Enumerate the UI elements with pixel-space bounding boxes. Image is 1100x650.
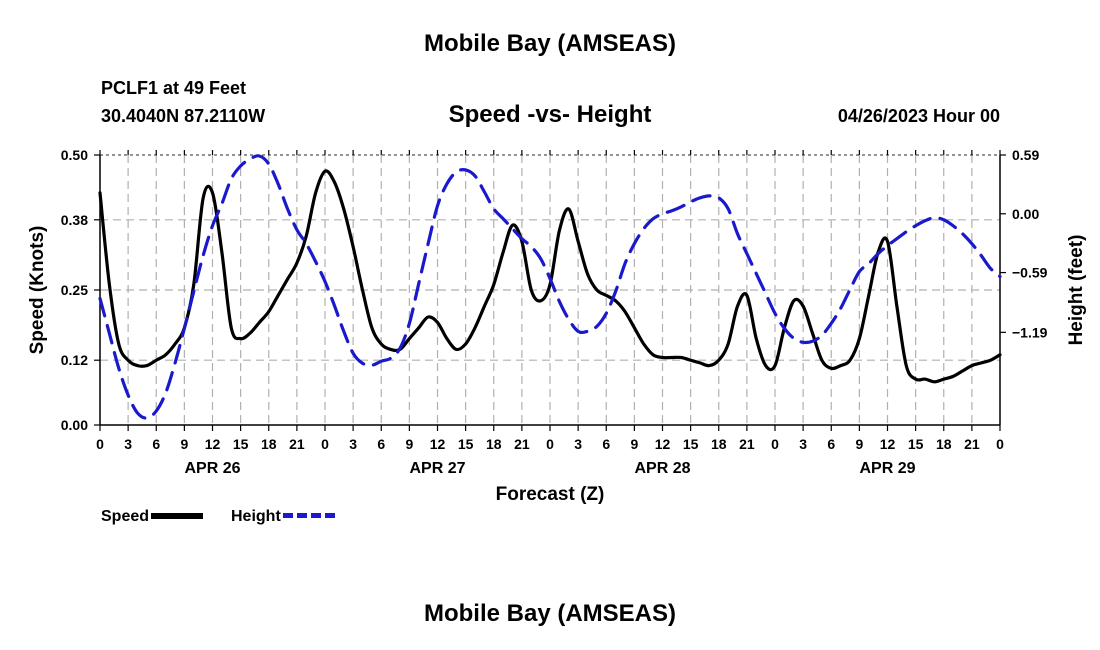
legend-height-label: Height <box>231 508 281 525</box>
x-tick-label: 12 <box>430 436 446 452</box>
x-tick-label: 15 <box>908 436 924 452</box>
x-tick-label: 15 <box>233 436 249 452</box>
footer-title: Mobile Bay (AMSEAS) <box>423 600 677 627</box>
x-tick-label: 6 <box>827 436 835 452</box>
x-tick-label: 12 <box>880 436 896 452</box>
y2-tick-label: 0.00 <box>1012 206 1039 222</box>
y2-axis-title: Height (feet) <box>1066 235 1087 346</box>
x-tick-label: 15 <box>458 436 474 452</box>
station-label: PCLF1 at 49 Feet <box>101 78 247 98</box>
x-tick-label: 0 <box>321 436 329 452</box>
x-tick-label: 12 <box>655 436 671 452</box>
x-tick-label: 18 <box>711 436 727 452</box>
x-tick-label: 21 <box>514 436 530 452</box>
x-tick-label: 18 <box>936 436 952 452</box>
x-tick-label: 21 <box>289 436 305 452</box>
x-tick-label: 6 <box>152 436 160 452</box>
x-tick-label: 3 <box>574 436 582 452</box>
x-tick-label: 21 <box>739 436 755 452</box>
height-series-line <box>98 154 1002 420</box>
y2-tick-label: −0.59 <box>1012 265 1048 281</box>
x-tick-label: 6 <box>602 436 610 452</box>
legend-speed-swatch <box>151 512 204 519</box>
x-tick-label: 3 <box>349 436 357 452</box>
main-title: Mobile Bay (AMSEAS) <box>423 30 677 57</box>
day-label: APR 27 <box>409 460 465 477</box>
y2-tick-label: −1.19 <box>1012 324 1048 340</box>
x-tick-label: 0 <box>546 436 554 452</box>
y2-tick-label: 0.59 <box>1012 147 1039 163</box>
y-tick-label: 0.50 <box>61 147 88 163</box>
y-tick-label: 0.25 <box>61 282 88 298</box>
legend-item-speed: Speed <box>101 508 204 526</box>
x-tick-label: 15 <box>683 436 699 452</box>
x-tick-label: 0 <box>771 436 779 452</box>
x-tick-label: 18 <box>261 436 277 452</box>
day-label: APR 26 <box>184 460 240 477</box>
y-axis-title: Speed (Knots) <box>27 226 48 355</box>
day-label: APR 28 <box>634 460 690 477</box>
speed-series-line <box>98 169 1002 384</box>
x-tick-label: 0 <box>96 436 104 452</box>
x-tick-label: 6 <box>377 436 385 452</box>
chart-subtitle: Speed -vs- Height <box>448 101 652 128</box>
y-tick-label: 0.12 <box>61 352 88 368</box>
forecast-date-label: 04/26/2023 Hour 00 <box>837 106 1000 126</box>
coordinates-label: 30.4040N 87.2110W <box>101 106 266 126</box>
x-tick-label: 3 <box>124 436 132 452</box>
x-tick-label: 21 <box>964 436 980 452</box>
day-label: APR 29 <box>859 460 915 477</box>
x-tick-label: 9 <box>405 436 413 452</box>
x-tick-label: 9 <box>180 436 188 452</box>
legend-speed-label: Speed <box>101 508 150 525</box>
x-tick-label: 18 <box>486 436 502 452</box>
x-tick-label: 12 <box>205 436 221 452</box>
legend-item-height: Height <box>231 508 335 526</box>
y-tick-label: 0.38 <box>61 212 88 228</box>
speed-height-chart: 0 3 6 9 12 15 18 21 0 3 6 9 12 15 18 21 0 3 6 9 12 15 18 21 0 3 6 9… <box>27 147 1087 505</box>
x-tick-label: 3 <box>799 436 807 452</box>
x-tick-label: 9 <box>855 436 863 452</box>
x-tick-label: 9 <box>630 436 638 452</box>
y-tick-label: 0.00 <box>61 417 88 433</box>
x-axis-title: Forecast (Z) <box>496 484 605 505</box>
legend-height-swatch <box>282 513 335 519</box>
x-tick-label: 0 <box>996 436 1004 452</box>
